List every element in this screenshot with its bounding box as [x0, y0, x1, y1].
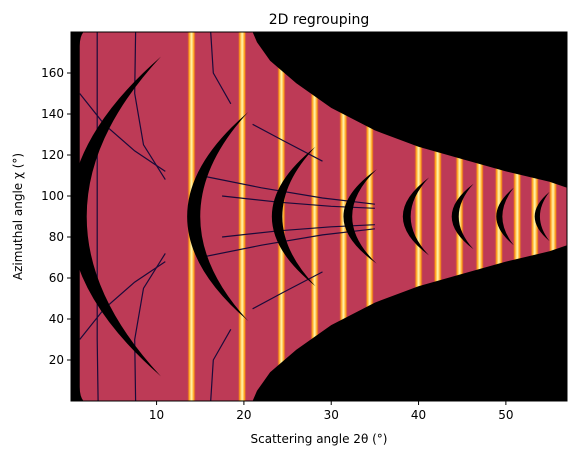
shadow-arc-7: [534, 191, 550, 242]
shadow-arc-1: [187, 111, 249, 322]
diffraction-ring-9: [475, 32, 485, 401]
x-tick-label: 10: [149, 408, 164, 422]
shadow-arc-6: [496, 187, 514, 246]
shadow-arc-0: [71, 56, 161, 377]
shadow-arc-5: [451, 183, 474, 250]
dark-line-5: [210, 32, 232, 105]
diffraction-ring-11: [512, 32, 522, 401]
shadow-arc-3: [343, 169, 377, 264]
x-tick-label: 30: [324, 408, 339, 422]
y-axis-label: Azimuthal angle χ (°): [11, 153, 25, 280]
y-tick-label: 60: [49, 271, 64, 285]
x-tick-label: 20: [236, 408, 251, 422]
y-tick-label: 140: [41, 107, 64, 121]
y-tick-label: 120: [41, 148, 64, 162]
x-tick-label: 50: [498, 408, 513, 422]
plot-frame: [70, 31, 568, 402]
chart-title: 2D regrouping: [269, 12, 370, 28]
y-axis: 20 40 60 80 100 120 140 160: [41, 66, 71, 367]
dark-line-1: [79, 93, 166, 172]
dark-line-11: [252, 123, 323, 162]
diffraction-ring-5: [365, 32, 375, 401]
diffraction-ring-1: [237, 32, 247, 401]
diffraction-ring-3: [310, 32, 320, 401]
diffraction-ring-6: [414, 32, 424, 401]
shadow-arc-2: [271, 146, 316, 287]
y-tick-label: 20: [49, 353, 64, 367]
y-tick-label: 40: [49, 312, 64, 326]
mask-region-bottom: [252, 245, 567, 401]
diffraction-ring-12: [530, 32, 540, 401]
dark-line-4: [134, 253, 166, 401]
y-tick-label: 80: [49, 230, 64, 244]
x-axis: 10 20 30 40 50: [149, 401, 514, 422]
dark-line-3: [134, 32, 166, 180]
shadow-arc-4: [402, 177, 430, 256]
plot-area: [71, 32, 567, 401]
diffraction-ring-8: [455, 32, 465, 401]
y-tick-label: 100: [41, 189, 64, 203]
diffraction-ring-7: [433, 32, 443, 401]
mask-region-top: [252, 32, 567, 188]
x-tick-label: 40: [411, 408, 426, 422]
diffraction-ring-13: [548, 32, 558, 401]
mask-region-left: [71, 32, 84, 401]
dark-line-12: [252, 271, 323, 310]
y-tick-label: 160: [41, 66, 64, 80]
dark-line-2: [79, 261, 166, 340]
x-axis-label: Scattering angle 2θ (°): [251, 432, 388, 446]
dark-line-6: [210, 329, 232, 401]
